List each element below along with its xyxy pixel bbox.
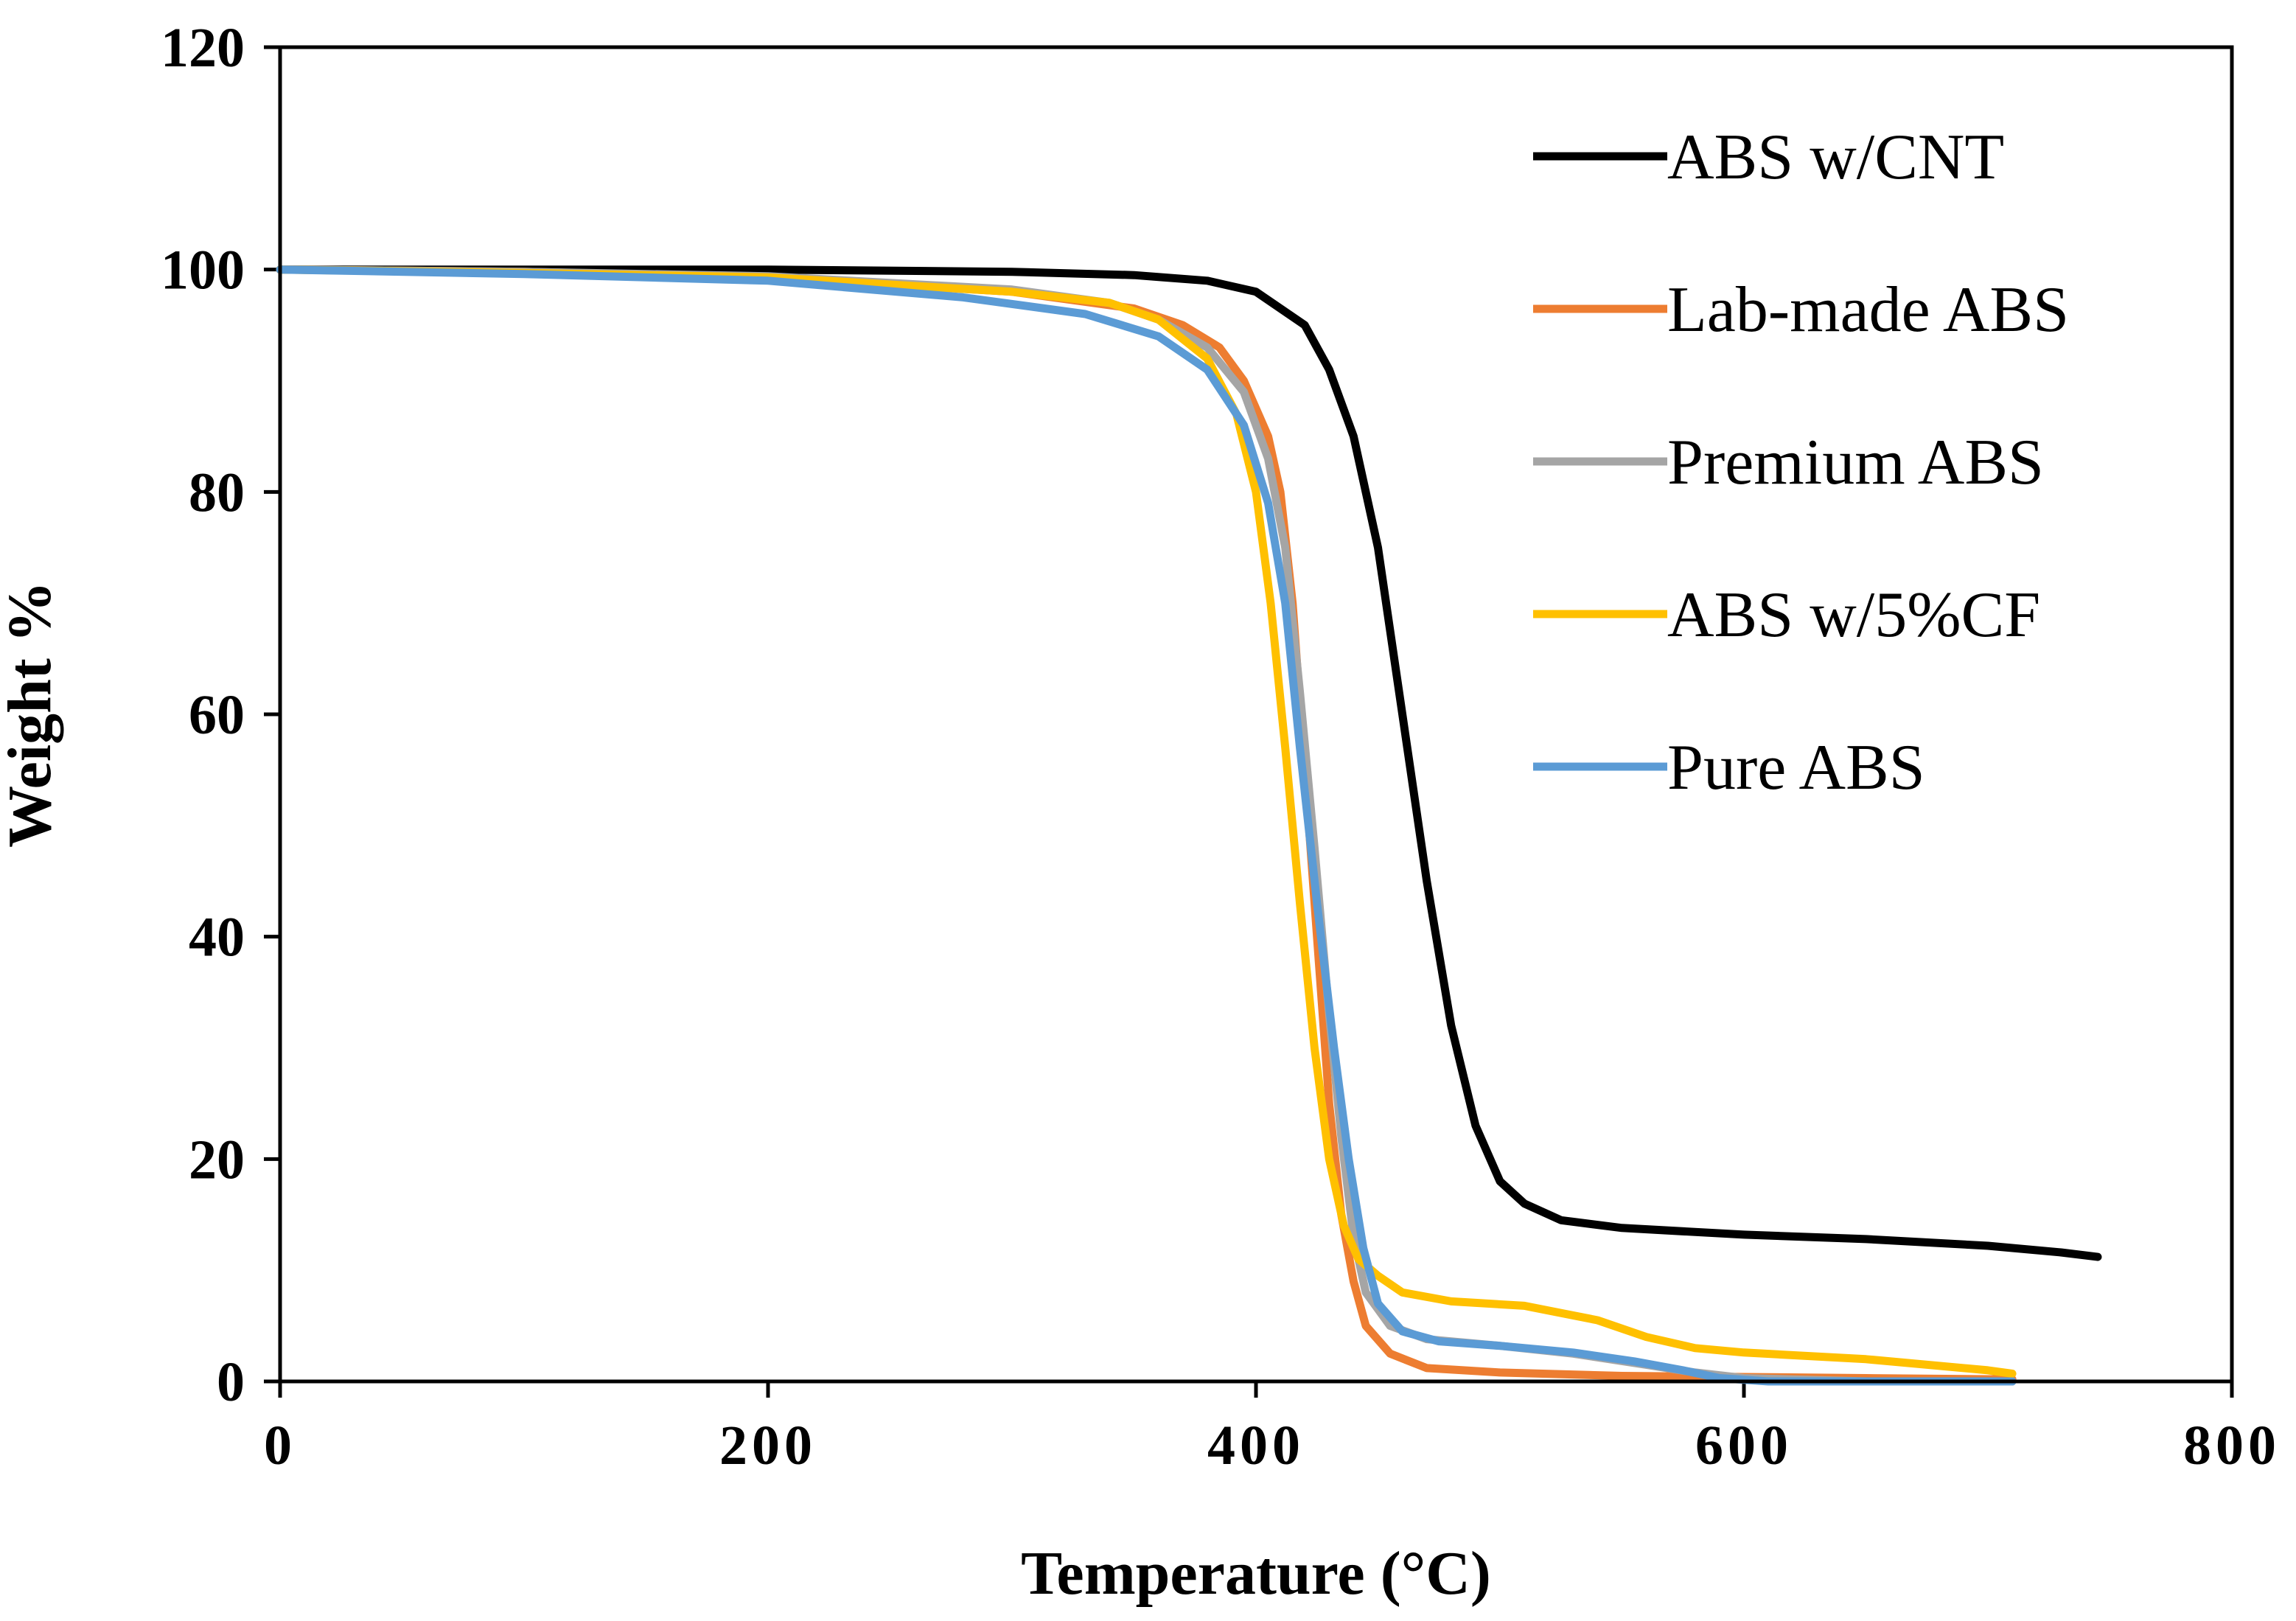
x-tick-label: 200 [719, 1415, 817, 1477]
x-axis-title: Temperature (°C) [1021, 1539, 1491, 1608]
legend-label: Lab-made ABS [1667, 274, 2069, 346]
y-tick-label: 20 [189, 1129, 245, 1191]
legend-label: Pure ABS [1667, 732, 1925, 803]
series-line-pure-abs [276, 265, 2017, 1386]
series-lines [276, 265, 2102, 1386]
legend: ABS w/CNT Lab-made ABS Premium ABS ABS w/5%… [1533, 122, 2069, 803]
y-tick-label: 80 [189, 461, 245, 523]
x-tick-label: 600 [1695, 1415, 1793, 1477]
y-tick-label: 0 [217, 1351, 245, 1413]
y-tick-label: 40 [189, 907, 245, 969]
legend-label: ABS w/5%CF [1667, 579, 2040, 651]
y-tick-label: 60 [189, 684, 245, 746]
y-axis-title: Weight % [0, 581, 64, 848]
x-tick-label: 400 [1207, 1415, 1305, 1477]
y-tick-label: 100 [161, 240, 245, 301]
series-line-abs-w-5-cf [276, 265, 2017, 1378]
y-tick-label: 120 [161, 17, 245, 79]
legend-label: ABS w/CNT [1667, 122, 2004, 193]
plot-frame [278, 45, 2234, 1384]
x-tick-label: 800 [2183, 1415, 2281, 1477]
x-tick-label: 0 [264, 1415, 296, 1477]
y-tick-labels: 0 20 40 60 80 100 120 [161, 17, 245, 1413]
series-line-abs-w-cnt [276, 265, 2102, 1261]
legend-label: Premium ABS [1667, 427, 2044, 498]
x-tick-labels: 0 200 400 600 800 [264, 1415, 2281, 1477]
